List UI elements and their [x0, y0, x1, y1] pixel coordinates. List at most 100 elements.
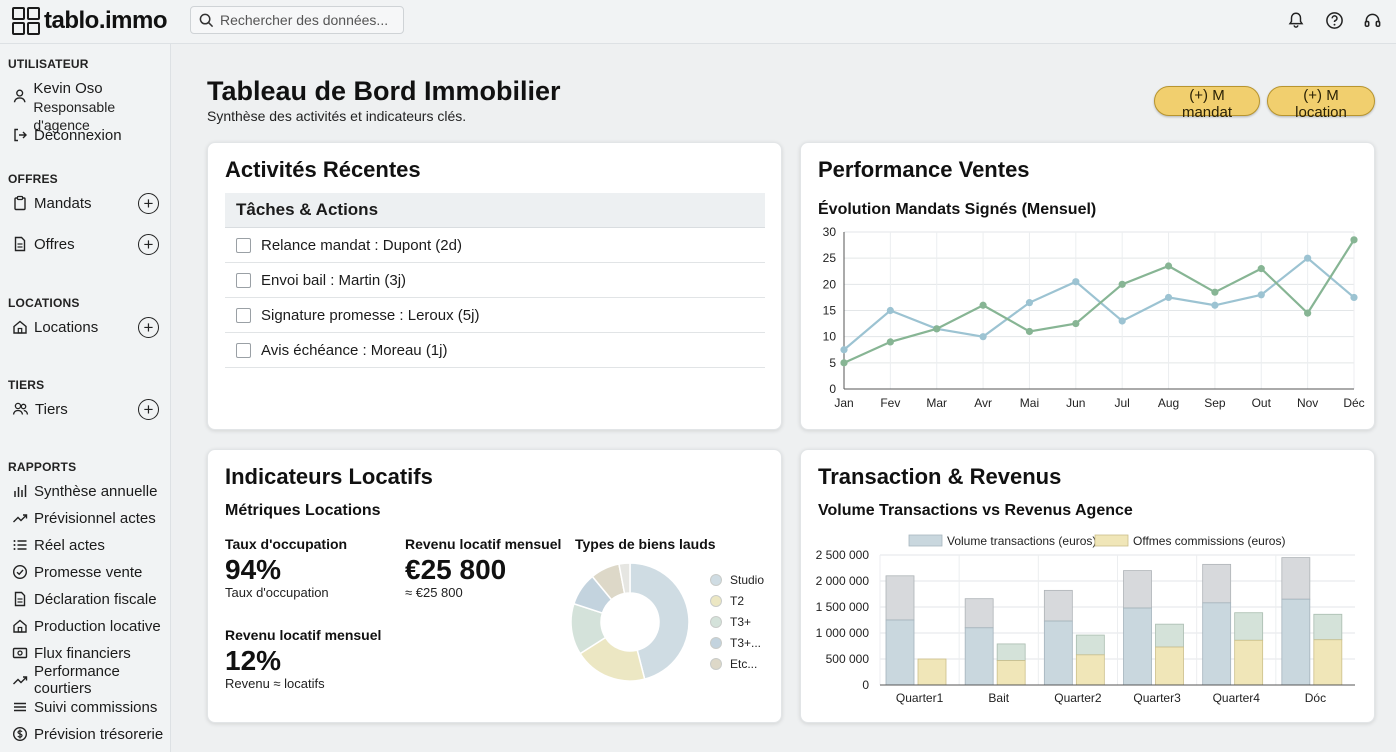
bar-commission-top: [996, 643, 1026, 661]
task-checkbox[interactable]: [236, 307, 251, 323]
user-profile[interactable]: Kevin Oso Responsable d'agence: [12, 80, 170, 134]
task-row[interactable]: Signature promesse : Leroux (5j): [225, 298, 765, 333]
sidebar-item-previsionnel[interactable]: Prévisionnel actes: [12, 507, 156, 529]
data-point: [1257, 291, 1265, 299]
task-row[interactable]: Envoi bail : Martin (3j): [225, 263, 765, 298]
lines-icon: [14, 702, 26, 712]
sidebar-item-label: Déclaration fiscale: [34, 590, 157, 608]
add-mandat-button[interactable]: +: [138, 193, 159, 214]
sidebar-item-locations[interactable]: Locations: [12, 316, 98, 338]
bar-commission: [1313, 639, 1343, 686]
legend-swatch: [710, 616, 722, 628]
legend-item: Studio: [710, 573, 764, 587]
sidebar-item-reel-actes[interactable]: Réel actes: [12, 534, 105, 556]
check-circle-icon: [12, 564, 28, 580]
data-point: [1211, 288, 1219, 296]
y-tick-label: 1 500 000: [816, 600, 870, 614]
data-point: [1164, 262, 1173, 270]
data-point: [886, 338, 894, 346]
bar-volume: [885, 619, 915, 686]
sales-title: Performance Ventes: [818, 157, 1030, 182]
legend-label: Offmes commissions (euros): [1133, 534, 1285, 548]
x-tick-label: Quarter2: [1054, 691, 1102, 705]
sidebar-item-flux[interactable]: Flux financiers: [12, 642, 131, 664]
logo[interactable]: tablo.immo: [12, 6, 168, 36]
x-tick-label: Dóc: [1305, 691, 1326, 705]
help-icon[interactable]: [1324, 10, 1344, 30]
sidebar-item-performance[interactable]: Performance courtiers: [12, 663, 170, 697]
bar-commission-top: [1155, 623, 1184, 648]
legend-item: Etc...: [710, 657, 757, 671]
new-location-button[interactable]: (+) M location: [1267, 86, 1375, 121]
bell-icon[interactable]: [1286, 10, 1306, 30]
transactions-title: Transaction & Revenus: [818, 464, 1062, 489]
headset-icon[interactable]: [1362, 10, 1382, 30]
document-icon: [14, 236, 26, 252]
sidebar-item-label: Flux financiers: [34, 644, 131, 662]
y-tick-label: 500 000: [826, 652, 870, 666]
pie-slice: [618, 562, 631, 595]
series-line-2: [843, 239, 1355, 364]
sidebar-item-synthese[interactable]: Synthèse annuelle: [12, 480, 157, 502]
y-tick-label: 1 000 000: [816, 626, 870, 640]
add-tiers-button[interactable]: +: [138, 399, 159, 420]
task-checkbox[interactable]: [236, 272, 251, 288]
bar-volume-top: [885, 575, 915, 621]
search-input[interactable]: [220, 12, 390, 28]
user-icon: [13, 89, 26, 103]
sidebar-item-label: Prévision trésorerie: [34, 725, 164, 743]
data-point: [1257, 265, 1265, 273]
line-chart: 0 5 10 15 20 25 30 Jan Fev Mar Avr Mai Jun Jul Aug Sep O…: [823, 225, 1365, 410]
data-point: [1118, 280, 1126, 288]
sidebar-item-promesse[interactable]: Promesse vente: [12, 561, 142, 583]
sidebar-item-offres[interactable]: Offres: [12, 233, 75, 255]
sidebar-item-label: Réel actes: [34, 536, 105, 554]
add-location-button[interactable]: +: [138, 317, 159, 338]
section-locations: LOCATIONS: [8, 296, 80, 310]
search-box[interactable]: [190, 6, 404, 34]
bar-chart: 0 500 000 1 000 000 1 500 000 2 000 000 2 500…: [816, 534, 1355, 705]
series-line-1: [843, 256, 1355, 351]
data-point: [1072, 319, 1080, 328]
sidebar: UTILISATEUR Kevin Oso Responsable d'agen…: [0, 44, 171, 752]
sidebar-item-label: Suivi commissions: [34, 698, 158, 716]
legend-label: Studio: [730, 573, 765, 587]
data-point: [1304, 309, 1312, 317]
bar-commission-top: [1234, 612, 1264, 641]
task-checkbox[interactable]: [236, 342, 251, 358]
sidebar-item-commissions[interactable]: Suivi commissions: [12, 696, 157, 718]
task-checkbox[interactable]: [236, 237, 251, 253]
task-row[interactable]: Avis échéance : Moreau (1j): [225, 333, 765, 368]
x-tick-label: Déc: [1343, 396, 1364, 410]
task-label: Relance mandat : Dupont (2d): [261, 236, 462, 254]
data-point: [979, 301, 987, 309]
data-point: [1164, 293, 1173, 302]
sidebar-item-label: Mandats: [34, 194, 92, 212]
occupation-note: Taux d'occupation: [225, 585, 329, 600]
data-point: [1211, 301, 1219, 309]
top-bar: tablo.immo: [0, 0, 1396, 44]
data-point: [1025, 327, 1034, 336]
legend-swatch: [710, 574, 722, 586]
bar-commission: [1075, 654, 1105, 686]
trend-icon: [13, 676, 28, 685]
task-row[interactable]: Relance mandat : Dupont (2d): [225, 228, 765, 263]
sidebar-item-production[interactable]: Production locative: [12, 615, 161, 637]
section-tiers: TIERS: [8, 378, 45, 392]
logout-item[interactable]: Déconnexion: [12, 124, 122, 146]
rental-card: Indicateurs Locatifs Métriques Locations…: [207, 449, 782, 723]
sidebar-item-tresorerie[interactable]: Prévision trésorerie: [12, 723, 163, 745]
revenue2-value: 12%: [225, 645, 282, 676]
page-subtitle: Synthèse des activités et indicateurs cl…: [207, 108, 467, 124]
sidebar-item-mandats[interactable]: Mandats: [12, 192, 92, 214]
data-point: [1118, 317, 1126, 325]
data-point: [1025, 299, 1034, 307]
data-point: [1072, 278, 1080, 286]
sidebar-item-declaration[interactable]: Déclaration fiscale: [12, 588, 157, 610]
add-offre-button[interactable]: +: [138, 234, 159, 255]
sidebar-item-tiers[interactable]: Tiers: [12, 398, 68, 420]
sidebar-item-label: Performance courtiers: [34, 663, 120, 697]
clipboard-icon: [14, 195, 26, 211]
bar-volume-top: [1281, 557, 1311, 600]
new-mandat-button[interactable]: (+) M mandat: [1154, 86, 1260, 121]
